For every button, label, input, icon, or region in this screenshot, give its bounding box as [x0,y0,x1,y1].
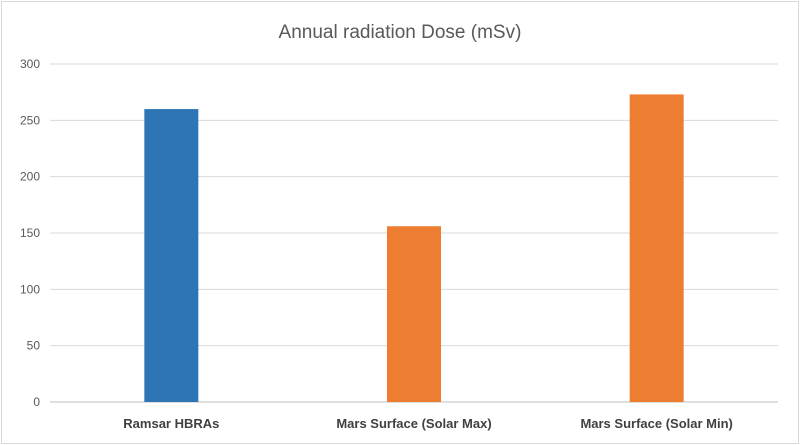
y-tick-label: 100 [20,282,40,296]
y-tick-label: 250 [20,113,40,127]
y-tick-label: 150 [20,226,40,240]
x-tick-label: Mars Surface (Solar Min) [580,416,732,431]
y-tick-label: 0 [33,395,40,409]
bar [629,94,684,403]
chart-title: Annual radiation Dose (mSv) [279,22,522,43]
y-tick-label: 300 [20,57,40,71]
bar [387,226,441,402]
y-tick-label: 200 [20,170,40,184]
x-tick-label: Mars Surface (Solar Max) [336,416,491,431]
bar [144,109,199,403]
y-tick-label: 50 [27,339,41,353]
x-axis-categories: Ramsar HBRAs Mars Surface (Solar Max) Mars… [123,416,733,431]
y-axis-ticks: 0 50 100 150 200 250 300 [20,57,40,409]
bars [144,94,684,403]
x-tick-label: Ramsar HBRAs [123,416,219,431]
